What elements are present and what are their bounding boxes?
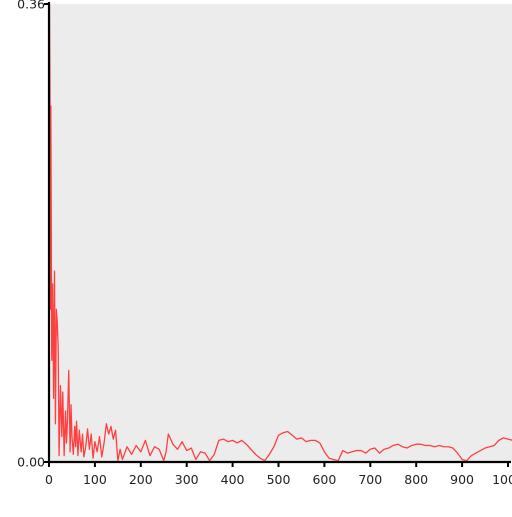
- x-tick-label: 900: [450, 472, 474, 487]
- x-tick-label: 800: [404, 472, 428, 487]
- y-tick-label: 0.00: [17, 455, 45, 470]
- x-tick-label: 400: [221, 472, 245, 487]
- x-tick-label: 200: [129, 472, 153, 487]
- x-tick-label: 300: [175, 472, 199, 487]
- x-tick-label: 0: [45, 472, 53, 487]
- y-tick-label: 0.36: [17, 0, 45, 12]
- plot-area: [49, 4, 512, 462]
- x-tick-label: 700: [358, 472, 382, 487]
- series-layer: [48, 3, 512, 462]
- x-tick-label: 600: [312, 472, 336, 487]
- x-tick-label: 100: [83, 472, 107, 487]
- x-tick-label: 500: [267, 472, 291, 487]
- series-line-0: [48, 3, 512, 462]
